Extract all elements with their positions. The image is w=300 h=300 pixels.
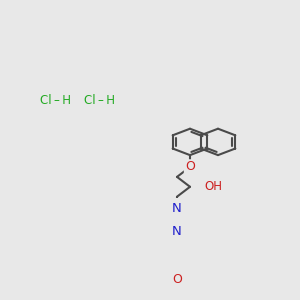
Text: O: O <box>185 160 195 173</box>
Text: Cl – H: Cl – H <box>85 94 116 107</box>
Text: OH: OH <box>204 180 222 193</box>
Text: Cl – H: Cl – H <box>40 94 70 107</box>
Text: N: N <box>172 202 182 215</box>
Text: N: N <box>172 202 182 215</box>
Text: N: N <box>172 225 182 238</box>
Text: O: O <box>172 273 182 286</box>
